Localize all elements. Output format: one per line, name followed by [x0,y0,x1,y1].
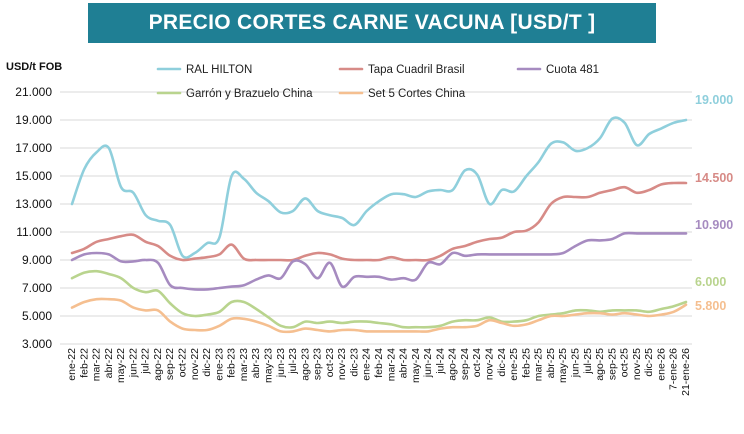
x-tick-label: ene-25 [508,348,520,381]
x-tick-label: ene-23 [213,348,225,381]
series-line [70,269,688,329]
x-tick-label: mar-25 [533,348,545,381]
legend-entry: Set 5 Cortes China [368,88,466,100]
series-end-label: 5.800 [695,299,726,313]
legend-entry: Cuota 481 [546,64,599,76]
x-tick-label: ago-25 [594,348,606,381]
series-line [70,181,688,262]
series-end-label: 10.900 [695,218,733,232]
y-tick-label: 3.000 [22,337,52,351]
x-tick-label: oct-22 [177,348,189,377]
x-axis-ticks: ene-22 feb-22 mar-22 abr-22 may-22 jun-22 jul-… [66,348,692,396]
x-tick-label: jul-25 [582,348,594,375]
x-tick-label: mar-24 [385,348,397,381]
legend-entry: Garrón y Brazuelo China [186,88,313,100]
x-tick-label: dic-25 [643,348,655,377]
x-tick-label: oct-23 [324,348,336,377]
x-tick-label: abr-23 [250,348,262,379]
x-tick-label: feb-22 [78,348,90,378]
x-tick-label: 21-ene-26 [680,348,692,396]
y-tick-label: 19.000 [15,113,52,127]
x-tick-label: dic-23 [348,348,360,377]
x-tick-label: 7-ene-26 [668,348,680,390]
series-lines [70,116,688,334]
x-tick-label: feb-25 [520,348,532,378]
x-tick-label: sep-24 [459,348,471,380]
series-end-label: 6.000 [695,275,726,289]
x-tick-label: jun-24 [422,348,434,378]
x-tick-label: nov-25 [631,348,643,380]
y-tick-label: 17.000 [15,141,52,155]
x-tick-label: ene-26 [655,348,667,381]
series-line [70,231,688,291]
x-tick-label: abr-24 [398,348,410,379]
y-tick-label: 5.000 [22,309,52,323]
y-tick-label: 15.000 [15,169,52,183]
x-tick-label: ago-22 [152,348,164,381]
x-tick-label: jul-23 [287,348,299,375]
y-tick-label: 21.000 [15,85,52,99]
x-tick-label: feb-23 [226,348,238,378]
x-tick-label: dic-22 [201,348,213,377]
x-tick-label: abr-22 [103,348,115,379]
y-tick-label: 7.000 [22,281,52,295]
x-tick-label: jun-25 [569,348,581,378]
grid [60,91,692,345]
x-tick-label: nov-24 [484,348,496,380]
x-tick-label: may-24 [410,348,422,383]
y-axis-label: USD/t FOB [6,61,62,73]
x-tick-label: jun-22 [127,348,139,378]
x-tick-label: jul-22 [140,348,152,375]
chart-title: PRECIO CORTES CARNE VACUNA [USD/T ] [148,11,596,34]
end-labels: 19.000 14.500 10.900 6.000 5.800 [695,93,733,313]
x-tick-label: nov-23 [336,348,348,380]
chart-title-bar: PRECIO CORTES CARNE VACUNA [USD/T ] [88,3,656,43]
legend-entry: RAL HILTON [186,64,252,76]
x-tick-label: nov-22 [189,348,201,380]
x-tick-label: mar-23 [238,348,250,381]
x-tick-label: may-22 [115,348,127,383]
series-end-label: 19.000 [695,93,733,107]
x-tick-label: jul-24 [434,348,446,375]
x-tick-label: ene-24 [361,348,373,381]
x-tick-label: mar-22 [91,348,103,381]
legend: RAL HILTON Tapa Cuadril Brasil Cuota 481 Ga… [156,64,599,100]
y-axis-ticks: 3.000 5.000 7.000 9.000 11.000 13.000 15.000 17… [15,85,52,351]
x-tick-label: may-23 [262,348,274,383]
series-end-label: 14.500 [695,171,733,185]
x-tick-label: ene-22 [66,348,78,381]
x-tick-label: oct-25 [619,348,631,377]
series-line [70,116,688,259]
x-tick-label: ago-23 [299,348,311,381]
y-tick-label: 9.000 [22,253,52,267]
x-tick-label: oct-24 [471,348,483,377]
x-tick-label: may-25 [557,348,569,383]
y-tick-label: 13.000 [15,197,52,211]
x-tick-label: sep-22 [164,348,176,380]
x-tick-label: jun-23 [275,348,287,378]
x-tick-label: sep-23 [312,348,324,380]
x-tick-label: ago-24 [447,348,459,381]
x-tick-label: sep-25 [606,348,618,380]
x-tick-label: abr-25 [545,348,557,379]
x-tick-label: feb-24 [373,348,385,378]
legend-entry: Tapa Cuadril Brasil [368,64,465,76]
x-tick-label: dic-24 [496,348,508,377]
y-tick-label: 11.000 [16,225,52,239]
series-line [70,297,688,334]
